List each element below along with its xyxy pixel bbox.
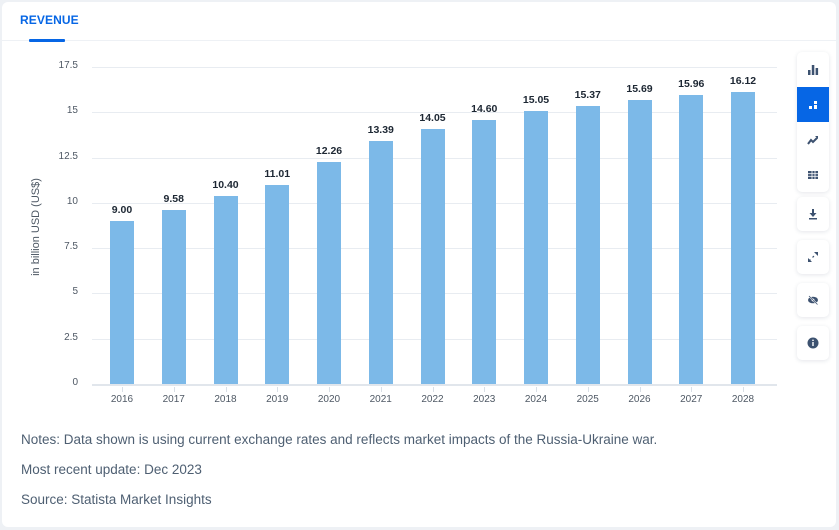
x-axis-line: [92, 384, 777, 386]
x-tick-mark: [173, 387, 175, 392]
bar-2028[interactable]: [731, 91, 755, 384]
bar-value-label: 12.26: [315, 144, 343, 157]
x-tick-mark: [380, 387, 382, 392]
x-tick-label: 2017: [162, 394, 185, 405]
bar-value-label: 15.96: [678, 77, 705, 90]
bar-2021[interactable]: [368, 141, 393, 384]
tab-active-indicator: [29, 39, 65, 42]
bar-chart-button[interactable]: [797, 52, 829, 87]
update-text: Most recent update: Dec 2023: [21, 462, 202, 477]
trend-line-icon: [807, 134, 819, 146]
x-tick-label: 2025: [576, 394, 599, 405]
x-tick-mark: [639, 387, 641, 392]
info-icon: [807, 337, 819, 349]
x-tick-label: 2021: [369, 394, 392, 405]
bar-2026[interactable]: [627, 99, 652, 384]
y-tick-label: 0: [72, 377, 78, 388]
y-tick-label: 2.5: [64, 331, 78, 343]
x-tick-label: 2020: [317, 394, 341, 405]
x-tick-mark: [484, 387, 486, 392]
y-tick-label: 12.5: [58, 150, 78, 162]
y-axis-label: in billion USD (US$): [30, 178, 42, 276]
bar-value-label: 10.40: [212, 178, 239, 191]
toolbar-group: [797, 326, 829, 360]
y-tick-label: 5: [72, 286, 78, 298]
x-tick-label: 2024: [524, 394, 548, 405]
x-tick-mark: [587, 387, 589, 392]
bar-2016[interactable]: [110, 220, 134, 384]
expand-button[interactable]: [797, 240, 829, 274]
y-tick-label: 15: [66, 105, 78, 117]
tab-bar: REVENUE: [2, 2, 836, 42]
x-tick-mark: [536, 387, 537, 392]
toolbar-group: [797, 283, 829, 317]
bar-value-label: 14.05: [419, 112, 446, 125]
x-tick-mark: [122, 387, 123, 392]
hide-button[interactable]: [797, 283, 829, 317]
bar-2018[interactable]: [213, 195, 238, 384]
trend-line-button[interactable]: [797, 122, 829, 157]
toolbar-group: [797, 240, 829, 274]
x-tick-label: 2019: [266, 394, 289, 405]
bar-value-label: 15.69: [626, 82, 653, 95]
table-button[interactable]: [797, 157, 829, 192]
notes-text: Notes: Data shown is using current excha…: [21, 432, 658, 447]
x-tick-mark: [743, 387, 744, 392]
bar-value-label: 9.00: [111, 203, 133, 216]
y-tick-label: 17.5: [58, 60, 78, 71]
toolbar-group: [797, 52, 829, 192]
bar-2023[interactable]: [472, 119, 497, 384]
hide-icon: [807, 294, 819, 306]
bar-2020[interactable]: [317, 161, 341, 384]
revenue-bar-chart: in billion USD (US$) 17.5 15 12.5 10 7.5 5 2.5…: [2, 2, 792, 422]
bar-chart-with-data-icon: [807, 99, 819, 111]
y-tick-label: 7.5: [64, 241, 78, 253]
bar-2017[interactable]: [161, 210, 186, 384]
bar-2022[interactable]: [420, 129, 445, 384]
x-tick-mark: [432, 387, 434, 392]
bar-2024[interactable]: [524, 111, 548, 384]
y-tick-label: 10: [66, 195, 78, 207]
expand-icon: [807, 251, 819, 263]
x-tick-label: 2018: [214, 394, 237, 405]
bar-2027[interactable]: [679, 94, 704, 384]
x-tick-mark: [691, 387, 693, 392]
bar-value-label: 14.60: [471, 102, 498, 115]
gridline: [92, 112, 777, 114]
chart-notes: Notes: Data shown is using current excha…: [21, 430, 657, 520]
x-tick-label: 2023: [473, 394, 496, 405]
bar-2025[interactable]: [575, 105, 600, 384]
info-button[interactable]: [797, 326, 829, 360]
source-text: Source: Statista Market Insights: [21, 492, 212, 507]
bar-chart-with-data-button[interactable]: [797, 87, 829, 122]
bar-value-label: 11.01: [264, 167, 291, 180]
bar-value-label: 15.37: [574, 88, 601, 101]
x-tick-label: 2028: [731, 394, 755, 405]
x-tick-label: 2016: [110, 394, 134, 405]
gridline: [92, 67, 777, 68]
x-tick-mark: [225, 387, 227, 392]
x-tick-label: 2022: [421, 394, 444, 405]
tab-revenue[interactable]: REVENUE: [20, 13, 79, 27]
download-icon: [807, 208, 819, 220]
download-button[interactable]: [797, 197, 829, 231]
bar-chart-icon: [807, 64, 819, 76]
bar-value-label: 9.58: [163, 193, 184, 206]
x-tick-label: 2026: [628, 394, 651, 405]
x-tick-label: 2027: [680, 394, 703, 405]
x-tick-mark: [329, 387, 330, 392]
bar-2019[interactable]: [265, 184, 290, 384]
bar-value-label: 15.05: [522, 94, 550, 107]
table-icon: [807, 169, 819, 181]
x-tick-mark: [277, 387, 279, 392]
bar-value-label: 13.39: [367, 124, 394, 137]
bar-value-label: 16.12: [729, 74, 757, 87]
toolbar-group: [797, 197, 829, 231]
